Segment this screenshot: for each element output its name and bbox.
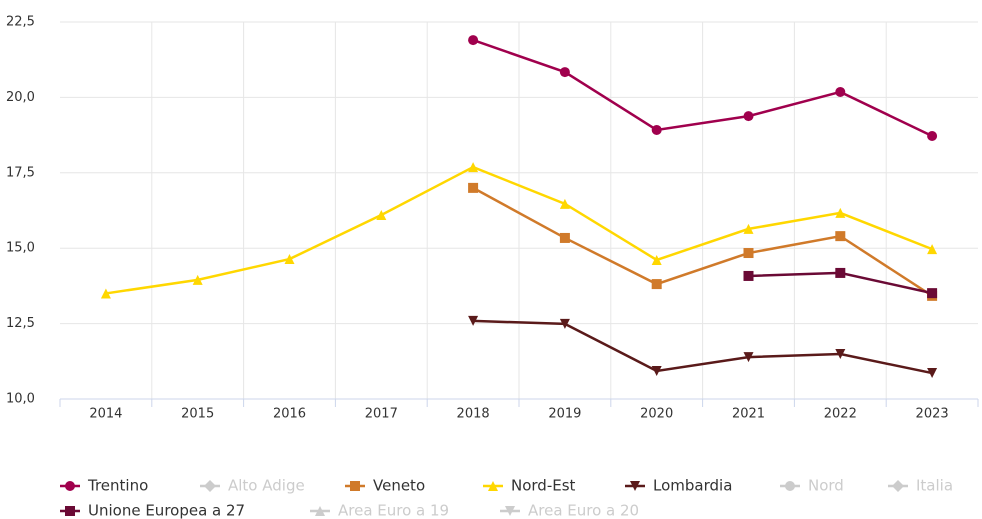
point [651,279,662,290]
legend-item: Nord-Est [483,477,576,495]
legend-marker [505,506,515,516]
point [835,207,846,218]
y-tick-label: 10,0 [6,392,35,407]
point [835,267,846,278]
point [468,182,479,193]
point [559,318,570,329]
legend-marker [630,481,640,491]
legend-label: Italia [916,477,953,495]
point [651,254,662,265]
legend-marker [65,481,75,491]
point [651,124,662,135]
series-line [472,38,933,138]
legend-item: Area Euro a 20 [500,502,639,519]
legend-marker [488,481,498,491]
legend-marker [315,506,325,516]
legend-marker [785,481,795,491]
point [468,315,479,326]
series-line [473,319,933,375]
series-line [105,165,933,295]
legend-item: Lombardia [625,477,732,495]
x-tick-label: 2020 [640,407,673,422]
x-tick-label: 2018 [457,407,490,422]
legend-marker [892,480,904,492]
point [468,162,479,173]
point [835,349,846,360]
point [192,274,203,285]
point [835,86,846,97]
x-tick-label: 2017 [365,407,398,422]
point [743,223,754,234]
x-tick-label: 2015 [181,407,214,422]
point [927,368,938,379]
legend-label: Nord-Est [511,477,576,495]
series-line [472,186,933,297]
point [927,244,938,255]
legend-label: Unione Europea a 27 [88,502,245,519]
legend-label: Nord [808,477,844,495]
legend-label: Lombardia [653,477,732,495]
y-tick-label: 12,5 [6,316,35,331]
point [743,248,754,259]
legend-marker [65,506,75,516]
point [284,254,295,265]
legend-label: Area Euro a 19 [338,502,449,519]
x-tick-label: 2016 [273,407,306,422]
x-tick-label: 2019 [548,407,581,422]
x-tick-label: 2022 [824,407,857,422]
y-tick-label: 22,5 [6,15,35,30]
point [468,35,479,46]
point [559,67,570,78]
point [559,232,570,243]
legend-label: Trentino [87,477,148,495]
legend-item: Italia [888,477,953,495]
legend-item: Area Euro a 19 [310,502,449,519]
x-tick-label: 2014 [89,407,122,422]
legend-item: Trentino [60,477,148,495]
legend-item: Unione Europea a 27 [60,502,245,519]
point [100,288,111,299]
point [376,210,387,221]
point [927,288,938,299]
point [835,231,846,242]
legend-label: Veneto [373,477,425,495]
legend-label: Area Euro a 20 [528,502,639,519]
legend-item: Alto Adige [200,477,305,495]
legend-label: Alto Adige [228,477,305,495]
point [559,198,570,209]
point [743,111,754,122]
point [743,270,754,281]
legend-item: Nord [780,477,844,495]
legend-marker [204,480,216,492]
legend-item: Veneto [345,477,425,495]
x-tick-label: 2021 [732,407,765,422]
y-tick-label: 17,5 [6,165,35,180]
point [927,131,938,142]
y-tick-label: 15,0 [6,241,35,256]
y-tick-label: 20,0 [6,90,35,105]
point [651,365,662,376]
x-tick-label: 2023 [916,407,949,422]
point [743,352,754,363]
legend-marker [350,481,360,491]
